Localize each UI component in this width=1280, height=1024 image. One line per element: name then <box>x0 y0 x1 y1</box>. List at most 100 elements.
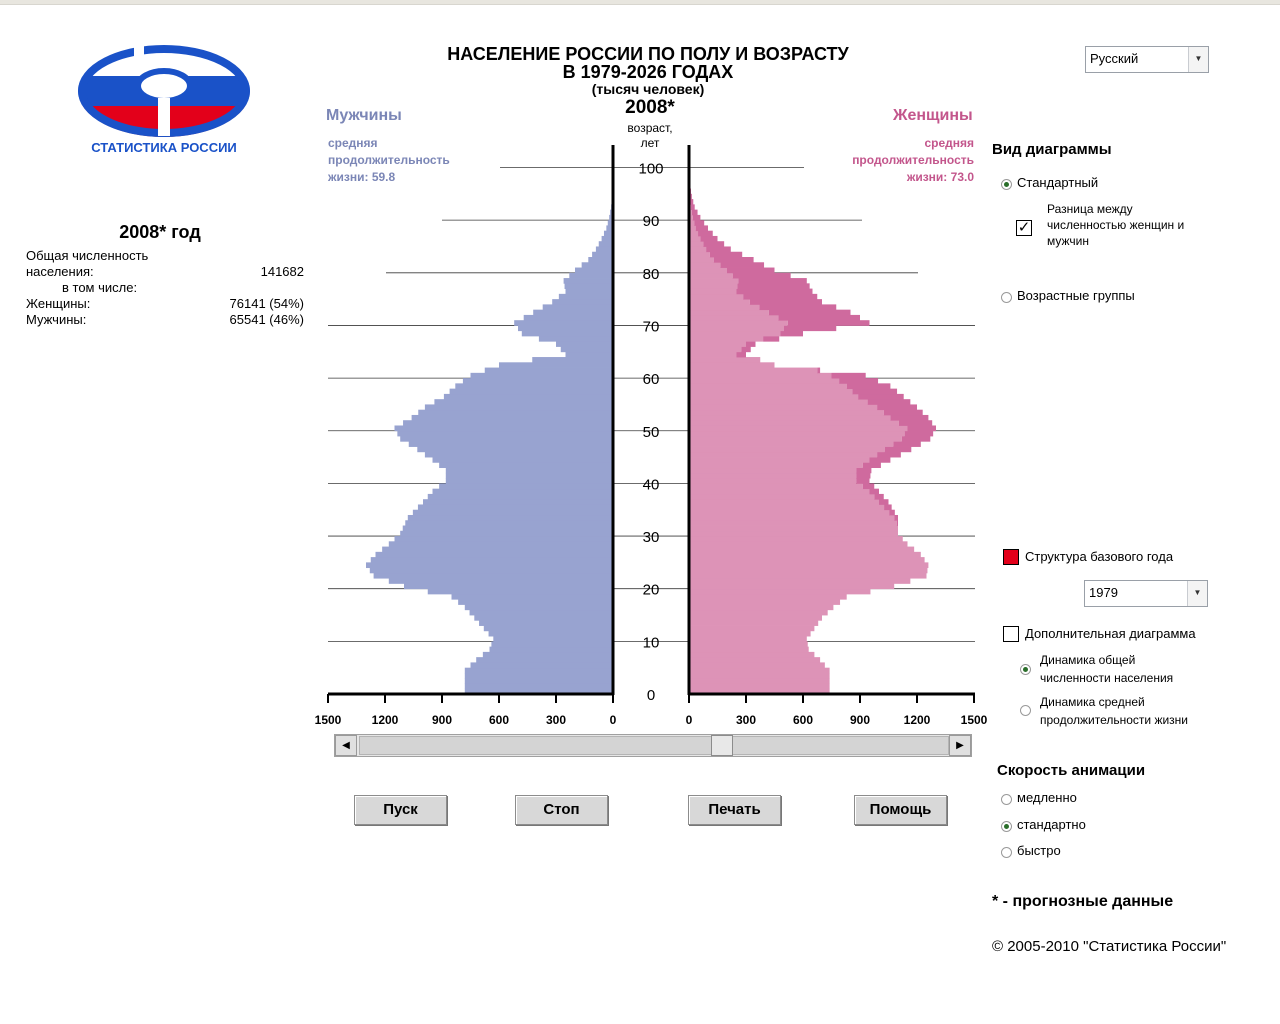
men-bar <box>601 235 613 242</box>
women-bar <box>689 672 830 679</box>
women-bar <box>689 420 899 426</box>
men-bar <box>489 646 613 653</box>
women-bar <box>689 583 895 590</box>
base-year-select[interactable]: 1979 ▼ <box>1084 580 1208 607</box>
women-excess-bar <box>780 330 803 337</box>
men-bar <box>375 551 613 558</box>
men-bar <box>400 530 613 537</box>
men-bar <box>488 630 613 637</box>
women-excess-bar <box>883 409 923 416</box>
women-count-value: 76141 (54%) <box>229 296 304 311</box>
women-excess-bar <box>695 225 708 232</box>
men-bar <box>609 214 613 221</box>
women-bar <box>689 335 764 342</box>
timeline-thumb[interactable] <box>711 735 734 756</box>
men-bar <box>432 457 613 463</box>
speed-slow-radio[interactable] <box>1001 794 1012 805</box>
population-pyramid-chart: 10 20 30 40 50 60 70 80 90 100 0 1500 1200 900 600 300 0… <box>315 145 988 727</box>
men-bar <box>493 636 613 642</box>
life-dynamics-label[interactable]: Динамика средней продолжительности жизни <box>1040 695 1189 727</box>
men-bar <box>464 604 613 611</box>
women-excess-bar <box>749 299 822 305</box>
women-excess-bar <box>689 193 692 200</box>
women-bar <box>689 425 908 432</box>
women-bar <box>689 541 908 547</box>
men-bar <box>403 420 613 426</box>
x-tick-label-men: 1200 <box>372 713 399 727</box>
women-excess-bar <box>709 251 743 258</box>
chevron-down-icon[interactable]: ▼ <box>1187 581 1207 606</box>
timeline-next-button[interactable]: ▶ <box>949 735 971 756</box>
men-label: Мужчины <box>326 107 402 124</box>
stats-block: Общая численность населения: 141682 в то… <box>26 248 304 328</box>
women-bar <box>689 304 760 311</box>
year-timeline-scrollbar[interactable]: ◀ ▶ <box>334 734 972 757</box>
standard-radio[interactable] <box>1001 179 1012 190</box>
stop-button[interactable]: Стоп <box>515 795 608 825</box>
women-bar <box>689 588 871 595</box>
women-bar <box>689 430 905 437</box>
age-groups-radio[interactable] <box>1001 292 1012 303</box>
speed-fast-label[interactable]: быстро <box>1017 843 1061 858</box>
men-bar <box>394 536 613 542</box>
base-year-label[interactable]: Структура базового года <box>1025 549 1174 564</box>
women-bar <box>689 393 859 400</box>
timeline-prev-button[interactable]: ◀ <box>335 735 357 756</box>
logo-text: СТАТИСТИКА РОССИИ <box>91 140 237 155</box>
women-bar <box>689 683 830 690</box>
standard-label[interactable]: Стандартный <box>1017 175 1099 190</box>
extra-chart-checkbox[interactable] <box>1003 626 1019 642</box>
speed-standard-label[interactable]: стандартно <box>1017 817 1086 832</box>
women-bar <box>689 625 815 632</box>
men-bar <box>563 278 613 284</box>
women-bar <box>689 320 788 326</box>
speed-slow-label[interactable]: медленно <box>1017 790 1077 805</box>
women-excess-bar <box>898 420 933 426</box>
speed-fast-radio[interactable] <box>1001 847 1012 858</box>
speed-standard-radio[interactable] <box>1001 821 1012 832</box>
age-groups-label[interactable]: Возрастные группы <box>1017 288 1135 303</box>
start-button[interactable]: Пуск <box>354 795 447 825</box>
women-bar <box>689 241 704 247</box>
men-bar <box>523 314 613 321</box>
women-bar <box>689 462 863 469</box>
men-bar <box>404 583 613 590</box>
men-life-expectancy: средняя продолжительность жизни: 59.8 <box>328 136 450 184</box>
men-bar <box>388 541 613 547</box>
life-dynamics-radio[interactable] <box>1020 705 1031 716</box>
x-tick-label-women: 600 <box>793 713 813 727</box>
men-bar <box>603 230 613 237</box>
chevron-down-icon[interactable]: ▼ <box>1188 47 1208 72</box>
women-bar <box>689 235 701 242</box>
help-button[interactable]: Помощь <box>854 795 947 825</box>
difference-label[interactable]: Разница между численностью женщин и мужч… <box>1047 202 1185 248</box>
women-excess-bar <box>727 267 775 274</box>
men-bar <box>366 562 613 569</box>
women-excess-bar <box>768 309 851 316</box>
print-button[interactable]: Печать <box>688 795 781 825</box>
difference-checkbox[interactable]: ✓ <box>1016 219 1032 236</box>
men-bar <box>369 567 613 574</box>
base-year-checkbox[interactable] <box>1003 549 1019 565</box>
men-bar <box>581 262 613 268</box>
women-excess-bar <box>890 414 929 421</box>
women-excess-bar <box>893 441 921 447</box>
women-bar <box>689 441 894 447</box>
language-select[interactable]: Русский ▼ <box>1085 46 1209 73</box>
extra-chart-label[interactable]: Дополнительная диаграмма <box>1025 626 1196 641</box>
men-bar <box>482 651 613 658</box>
total-dynamics-radio[interactable] <box>1020 664 1031 675</box>
men-bar <box>388 578 613 584</box>
age-tick-label: 70 <box>643 318 660 335</box>
men-bar <box>521 330 613 337</box>
women-bar <box>689 536 903 542</box>
total-dynamics-label[interactable]: Динамика общей численности населения <box>1040 653 1174 685</box>
women-bar <box>689 551 921 558</box>
men-bar <box>518 325 613 332</box>
women-excess-bar <box>692 214 701 221</box>
women-bar <box>689 525 898 532</box>
women-bar <box>689 351 737 358</box>
timeline-track[interactable] <box>359 736 949 755</box>
women-bar <box>689 451 878 458</box>
women-excess-bar <box>746 341 756 347</box>
